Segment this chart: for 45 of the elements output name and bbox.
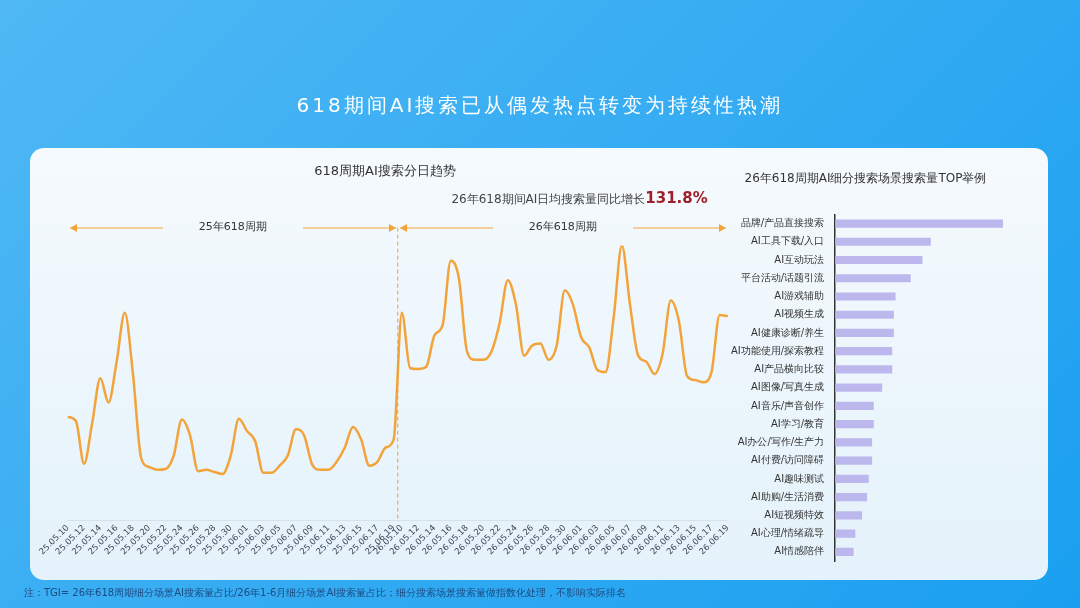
y-tick-label: AI互动玩法 [774, 253, 825, 265]
bar [835, 474, 869, 484]
bar [835, 310, 894, 319]
bar [835, 292, 896, 301]
y-tick-label: AI办公/写作/生产力 [737, 436, 825, 448]
y-tick-label: AI学习/教育 [770, 417, 825, 429]
bar [835, 547, 854, 556]
y-tick-label: 品牌/产品直接搜索 [740, 217, 825, 229]
chart-title: 26年618周期AI细分搜索场景搜索量TOP举例 [744, 171, 987, 186]
bar [835, 255, 923, 265]
chart-title: 618周期AI搜索分日趋势 [314, 163, 456, 179]
bar [835, 401, 874, 411]
bar [835, 383, 883, 392]
bar [835, 438, 873, 447]
y-tick-label: AI情感陪伴 [774, 545, 825, 557]
y-tick-label: AI图像/写真生成 [750, 381, 825, 393]
y-tick-label: AI付费/访问障碍 [750, 454, 825, 466]
text: 26年618期间AI日均搜索量同比增长131.8% [451, 189, 708, 208]
y-tick-label: AI视频生成 [774, 308, 825, 320]
bar [835, 511, 863, 520]
y-tick-label: AI产品横向比较 [754, 363, 825, 375]
text: 26年618周期 [528, 220, 597, 234]
y-tick-label: AI游戏辅助 [774, 290, 825, 302]
text: 注：TGI= 26年618周期细分场景AI搜索量占比/26年1-6月细分场景AI搜索量占比；细分搜索场景搜索量做指数化处理，不影响实际排名 [24, 586, 627, 600]
y-tick-label: AI趣味测试 [774, 472, 825, 484]
bar [835, 420, 874, 429]
text: 618期间AI搜索已从偶发热点转变为持续性热潮 [295, 92, 785, 119]
bar [835, 328, 894, 338]
bar [835, 529, 856, 538]
y-tick-label: AI工具下载/入口 [750, 235, 825, 247]
y-tick-label: AI短视频特效 [764, 508, 825, 520]
bar [835, 274, 911, 283]
text: 25年618周期 [198, 220, 267, 234]
bar [835, 219, 1003, 228]
bar [835, 493, 868, 502]
y-tick-label: 平台活动/话题引流 [740, 271, 825, 283]
y-tick-label: AI心理/情绪疏导 [750, 527, 825, 539]
bar [835, 347, 893, 356]
y-tick-label: AI健康诊断/养生 [750, 326, 825, 338]
bar [835, 365, 893, 374]
y-tick-label: AI音乐/声音创作 [750, 399, 825, 411]
bar [835, 456, 873, 465]
y-tick-label: AI功能使用/探索教程 [730, 344, 825, 356]
bar [835, 237, 931, 246]
y-tick-label: AI助购/生活消费 [750, 490, 825, 502]
